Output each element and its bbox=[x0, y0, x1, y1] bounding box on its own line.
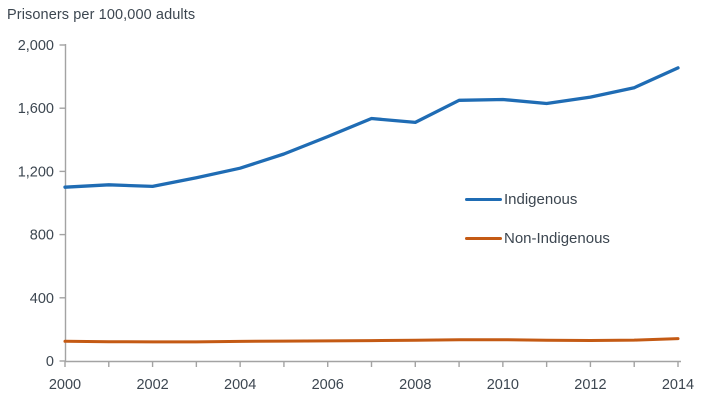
x-tick-label: 2004 bbox=[224, 377, 256, 393]
indigenous-line bbox=[63, 66, 680, 189]
legend-item-non-indigenous: Non-Indigenous bbox=[465, 229, 610, 248]
y-tick-label: 0 bbox=[46, 354, 54, 370]
chart-title: Prisoners per 100,000 adults bbox=[7, 7, 196, 23]
x-tick-label: 2006 bbox=[312, 377, 344, 393]
legend-label-indigenous: Indigenous bbox=[504, 191, 578, 208]
legend-label-non-indigenous: Non-Indigenous bbox=[504, 230, 610, 247]
y-tick-label: 1,200 bbox=[18, 164, 54, 180]
x-tick-label: 2010 bbox=[487, 377, 519, 393]
x-tick-label: 2002 bbox=[136, 377, 168, 393]
x-tick-label: 2000 bbox=[49, 377, 81, 393]
y-tick-label: 400 bbox=[30, 291, 54, 307]
non-indigenous-line-swatch bbox=[465, 237, 502, 240]
legend-item-indigenous: Indigenous bbox=[465, 190, 610, 209]
indigenous-line-swatch bbox=[465, 198, 502, 201]
non-indigenous-line bbox=[63, 337, 680, 344]
x-tick-label: 2008 bbox=[399, 377, 431, 393]
legend: Indigenous Non-Indigenous bbox=[465, 190, 610, 248]
y-tick-label: 800 bbox=[30, 228, 54, 244]
y-tick-label: 2,000 bbox=[18, 38, 54, 54]
x-tick-label: 2014 bbox=[662, 377, 694, 393]
y-tick-label: 1,600 bbox=[18, 101, 54, 117]
x-tick-label: 2012 bbox=[574, 377, 606, 393]
